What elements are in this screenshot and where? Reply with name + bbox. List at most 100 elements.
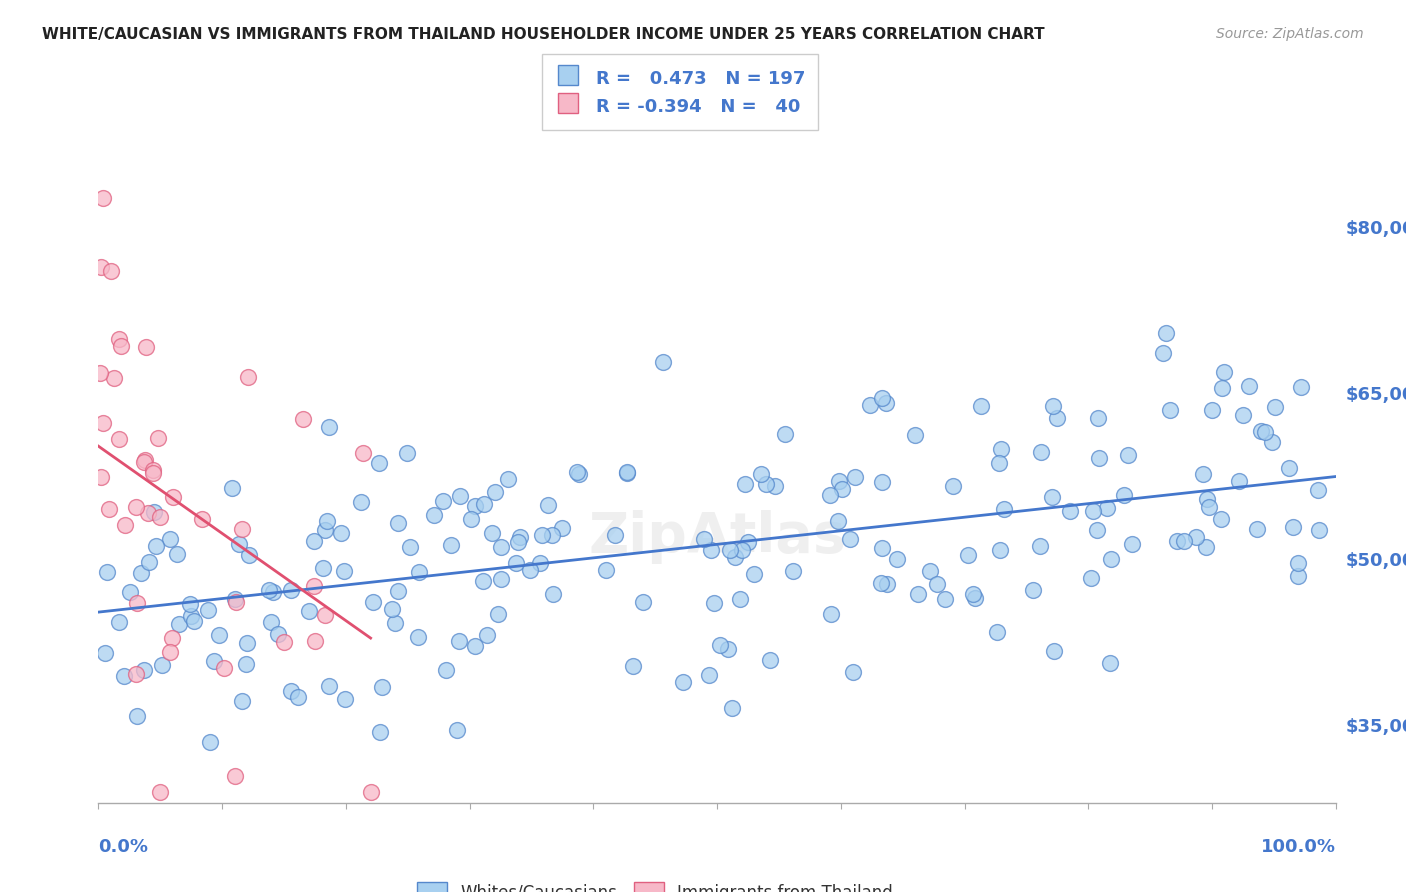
Point bbox=[361, 594, 384, 608]
Point bbox=[1040, 490, 1063, 504]
Point bbox=[1264, 400, 1286, 414]
Legend: R =   0.473   N = 197, R = -0.394   N =   40: R = 0.473 N = 197, R = -0.394 N = 40 bbox=[541, 54, 818, 129]
Point bbox=[1306, 483, 1329, 498]
Point bbox=[990, 442, 1012, 456]
Point bbox=[167, 616, 190, 631]
Point bbox=[114, 517, 136, 532]
Point bbox=[731, 542, 754, 557]
Point bbox=[870, 475, 893, 489]
Point bbox=[1194, 541, 1216, 555]
Point bbox=[134, 452, 156, 467]
Point bbox=[1212, 365, 1234, 379]
Point bbox=[198, 735, 221, 749]
Point bbox=[481, 526, 503, 541]
Text: Source: ZipAtlas.com: Source: ZipAtlas.com bbox=[1216, 27, 1364, 41]
Point bbox=[93, 191, 115, 205]
Point bbox=[1046, 411, 1069, 425]
Point bbox=[262, 585, 284, 599]
Point bbox=[886, 552, 908, 566]
Point bbox=[1278, 460, 1301, 475]
Point bbox=[907, 587, 929, 601]
Point bbox=[125, 666, 148, 681]
Point bbox=[1197, 491, 1219, 506]
Point bbox=[818, 488, 841, 502]
Point bbox=[160, 631, 183, 645]
Point bbox=[316, 514, 339, 528]
Point bbox=[486, 607, 509, 621]
Point bbox=[132, 664, 155, 678]
Point bbox=[110, 339, 132, 353]
Point bbox=[1087, 411, 1109, 425]
Point bbox=[370, 681, 392, 695]
Point bbox=[434, 663, 457, 677]
Point bbox=[335, 692, 357, 706]
Point bbox=[1099, 551, 1122, 566]
Point bbox=[730, 592, 752, 607]
Point bbox=[1173, 533, 1195, 548]
Point bbox=[1022, 583, 1045, 598]
Point bbox=[749, 467, 772, 481]
Point bbox=[127, 709, 149, 723]
Point bbox=[280, 684, 302, 698]
Point bbox=[1227, 474, 1250, 488]
Point bbox=[962, 587, 984, 601]
Point bbox=[387, 516, 409, 530]
Point bbox=[1112, 488, 1135, 502]
Point bbox=[724, 549, 747, 564]
Point bbox=[1118, 448, 1140, 462]
Point bbox=[90, 470, 112, 484]
Point bbox=[925, 576, 948, 591]
Point bbox=[519, 563, 541, 577]
Point bbox=[1185, 530, 1208, 544]
Point bbox=[179, 597, 201, 611]
Point bbox=[148, 431, 170, 445]
Point bbox=[298, 603, 321, 617]
Point bbox=[831, 482, 853, 496]
Point bbox=[238, 548, 260, 562]
Point bbox=[530, 528, 553, 542]
Point bbox=[360, 785, 382, 799]
Point bbox=[138, 506, 160, 520]
Point bbox=[236, 370, 259, 384]
Point bbox=[742, 567, 765, 582]
Point bbox=[159, 645, 181, 659]
Point bbox=[537, 498, 560, 512]
Point bbox=[107, 332, 129, 346]
Point bbox=[142, 463, 165, 477]
Point bbox=[148, 510, 170, 524]
Point bbox=[551, 521, 574, 535]
Point bbox=[228, 537, 250, 551]
Text: ZipAtlas: ZipAtlas bbox=[588, 510, 846, 564]
Point bbox=[1152, 346, 1174, 360]
Point bbox=[98, 501, 121, 516]
Point bbox=[423, 508, 446, 522]
Point bbox=[1156, 326, 1178, 340]
Point bbox=[149, 785, 172, 799]
Point bbox=[841, 665, 863, 680]
Point bbox=[1166, 533, 1188, 548]
Point bbox=[108, 615, 131, 629]
Point bbox=[875, 396, 897, 410]
Point bbox=[143, 505, 166, 519]
Point bbox=[90, 260, 112, 274]
Point bbox=[125, 596, 148, 610]
Point bbox=[1211, 381, 1233, 395]
Text: 100.0%: 100.0% bbox=[1261, 838, 1336, 856]
Point bbox=[844, 470, 866, 484]
Point bbox=[477, 628, 499, 642]
Point bbox=[100, 263, 122, 277]
Point bbox=[231, 694, 253, 708]
Point bbox=[616, 467, 638, 481]
Point bbox=[1261, 434, 1284, 449]
Point bbox=[370, 724, 392, 739]
Point bbox=[208, 628, 231, 642]
Point bbox=[942, 479, 965, 493]
Point bbox=[1232, 408, 1254, 422]
Point bbox=[302, 534, 325, 549]
Point bbox=[1087, 523, 1109, 537]
Point bbox=[957, 548, 980, 562]
Point bbox=[718, 542, 741, 557]
Point bbox=[496, 472, 519, 486]
Point bbox=[934, 592, 956, 607]
Point bbox=[449, 489, 471, 503]
